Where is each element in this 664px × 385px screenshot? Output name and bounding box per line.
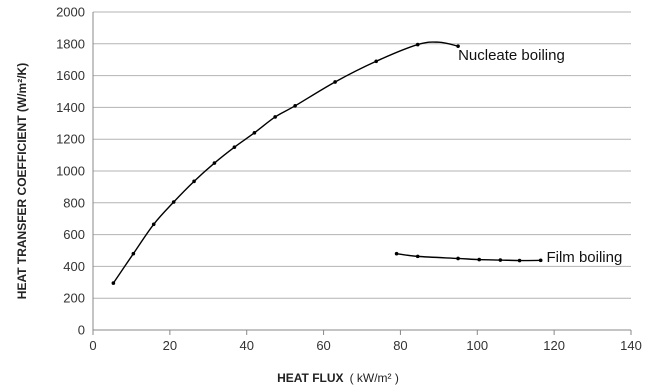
series-line-0 <box>112 41 459 284</box>
data-point <box>293 104 297 108</box>
x-tick-label: 20 <box>163 338 177 353</box>
series-annotation-1: Film boiling <box>546 249 622 266</box>
x-tick-label: 60 <box>316 338 330 353</box>
series-annotation-0: Nucleate boiling <box>458 47 565 64</box>
data-point <box>538 258 543 263</box>
data-point <box>273 115 277 119</box>
y-tick-label: 1800 <box>56 36 85 51</box>
annotations: Nucleate boiling Film boiling <box>458 47 622 266</box>
data-point <box>517 258 522 263</box>
y-tick-label: 200 <box>63 291 85 306</box>
x-tick-label: 40 <box>239 338 253 353</box>
data-point <box>151 222 156 227</box>
y-axis-label: HEAT TRANSFER COEFFICIENT (W/m²/K) <box>15 63 29 299</box>
data-point <box>456 44 460 48</box>
data-point <box>192 179 196 184</box>
y-tick-label: 2000 <box>56 5 85 20</box>
data-point <box>131 251 136 256</box>
data-point <box>232 145 237 149</box>
x-tick-label: 0 <box>89 338 96 353</box>
y-tick-label: 1200 <box>56 132 85 147</box>
y-tick-label: 0 <box>78 323 85 338</box>
x-axis-unit: ( kW/m² ) <box>350 371 399 385</box>
y-tick-label: 1600 <box>56 68 85 83</box>
x-tick-labels: 0 20 40 60 80 100 120 140 <box>89 338 641 353</box>
y-tick-label: 800 <box>63 195 85 210</box>
data-series <box>111 41 543 285</box>
axes <box>92 12 632 335</box>
data-point <box>498 258 503 262</box>
y-tick-label: 400 <box>63 259 85 274</box>
data-point <box>212 161 217 165</box>
data-point <box>111 281 116 285</box>
data-point <box>333 80 337 84</box>
data-point <box>477 257 482 262</box>
data-point <box>415 254 420 259</box>
y-tick-label: 1000 <box>56 164 85 179</box>
x-axis-label: HEAT FLUX ( kW/m² ) <box>277 371 399 385</box>
y-tick-labels: 0 200 400 600 800 1000 1200 1400 1600 1800 2000 <box>56 5 85 338</box>
data-point <box>171 200 176 204</box>
y-tick-label: 1400 <box>56 100 85 115</box>
data-point <box>456 256 460 261</box>
y-tick-label: 600 <box>63 227 85 242</box>
data-point <box>415 42 420 47</box>
data-point <box>252 131 257 135</box>
x-tick-label: 100 <box>466 338 488 353</box>
x-tick-label: 120 <box>543 338 565 353</box>
data-point <box>374 59 379 64</box>
data-point <box>394 251 399 256</box>
x-axis-label-text: HEAT FLUX <box>277 371 343 385</box>
gridlines <box>93 11 631 299</box>
x-tick-label: 140 <box>620 338 642 353</box>
x-tick-label: 80 <box>393 338 407 353</box>
